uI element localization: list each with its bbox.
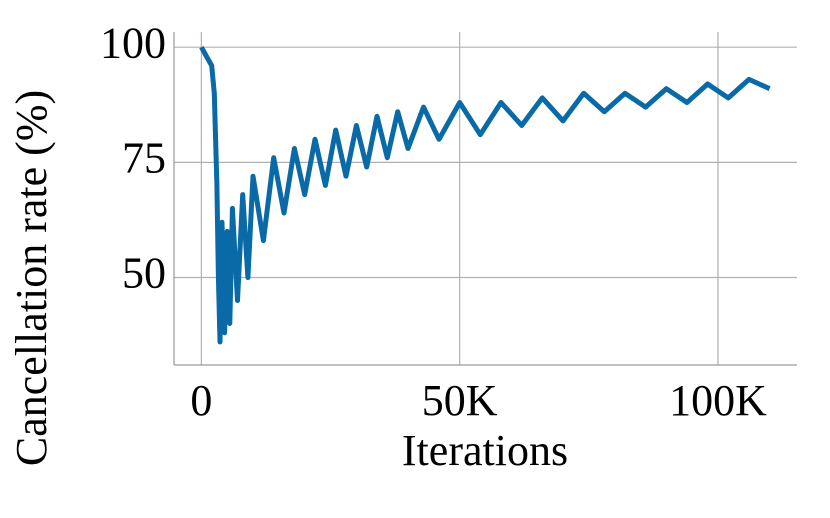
x-tick-label: 0 [190,376,212,425]
x-axis-label: Iterations [402,426,568,475]
y-tick-label: 75 [122,133,166,182]
y-tick-label: 100 [100,18,166,67]
y-tick-label: 50 [122,249,166,298]
y-axis-label: Cancellation rate (%) [7,90,56,466]
x-tick-label: 100K [669,376,767,425]
data-line [199,45,771,345]
x-tick-label: 50K [422,376,498,425]
